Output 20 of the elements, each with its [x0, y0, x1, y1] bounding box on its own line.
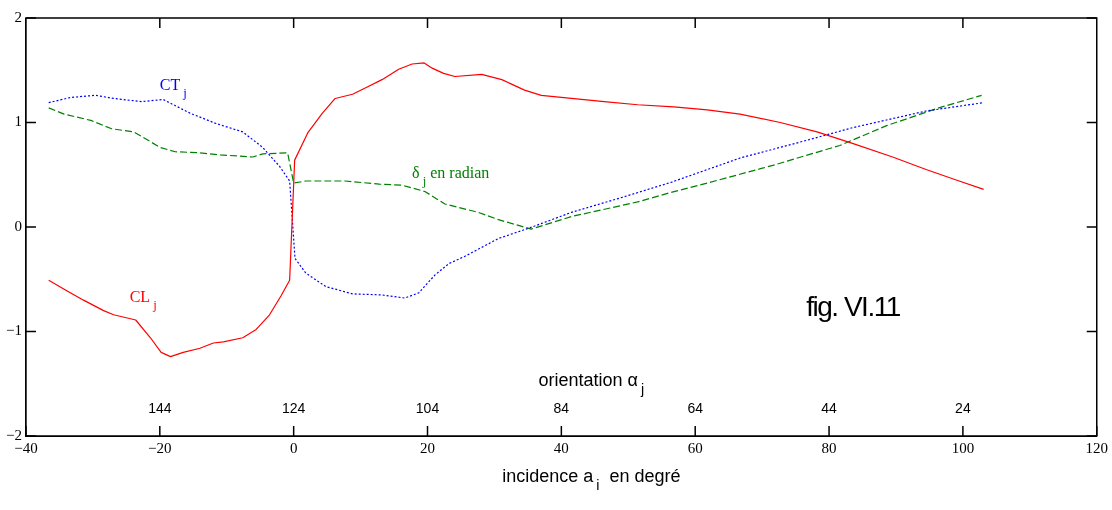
x2-tick-label: 104: [415, 400, 440, 416]
y-tick-label: 1: [14, 113, 22, 130]
x-tick-label: 80: [821, 439, 837, 456]
x2-tick-label: 64: [687, 400, 704, 416]
x2-tick-label: 124: [281, 400, 306, 416]
x2-tick-label: 144: [148, 400, 172, 416]
y-tick-label: −1: [5, 322, 22, 339]
x-tick-label: 20: [420, 439, 436, 456]
x-tick-label: 120: [1085, 439, 1108, 456]
y-tick-label: 0: [14, 217, 22, 234]
x-tick-label: −20: [148, 439, 172, 456]
x-tick-label: 0: [289, 439, 298, 456]
y-tick-label: 2: [14, 8, 22, 25]
x2-tick-label: 44: [821, 400, 838, 416]
x-tick-label: 60: [687, 439, 703, 456]
x-tick-label: 40: [553, 439, 569, 456]
x2-tick-label: 24: [955, 400, 971, 416]
annotation: fig. VI.11: [806, 290, 901, 322]
x-tick-label: 100: [951, 439, 975, 456]
x2-tick-label: 84: [553, 400, 570, 416]
